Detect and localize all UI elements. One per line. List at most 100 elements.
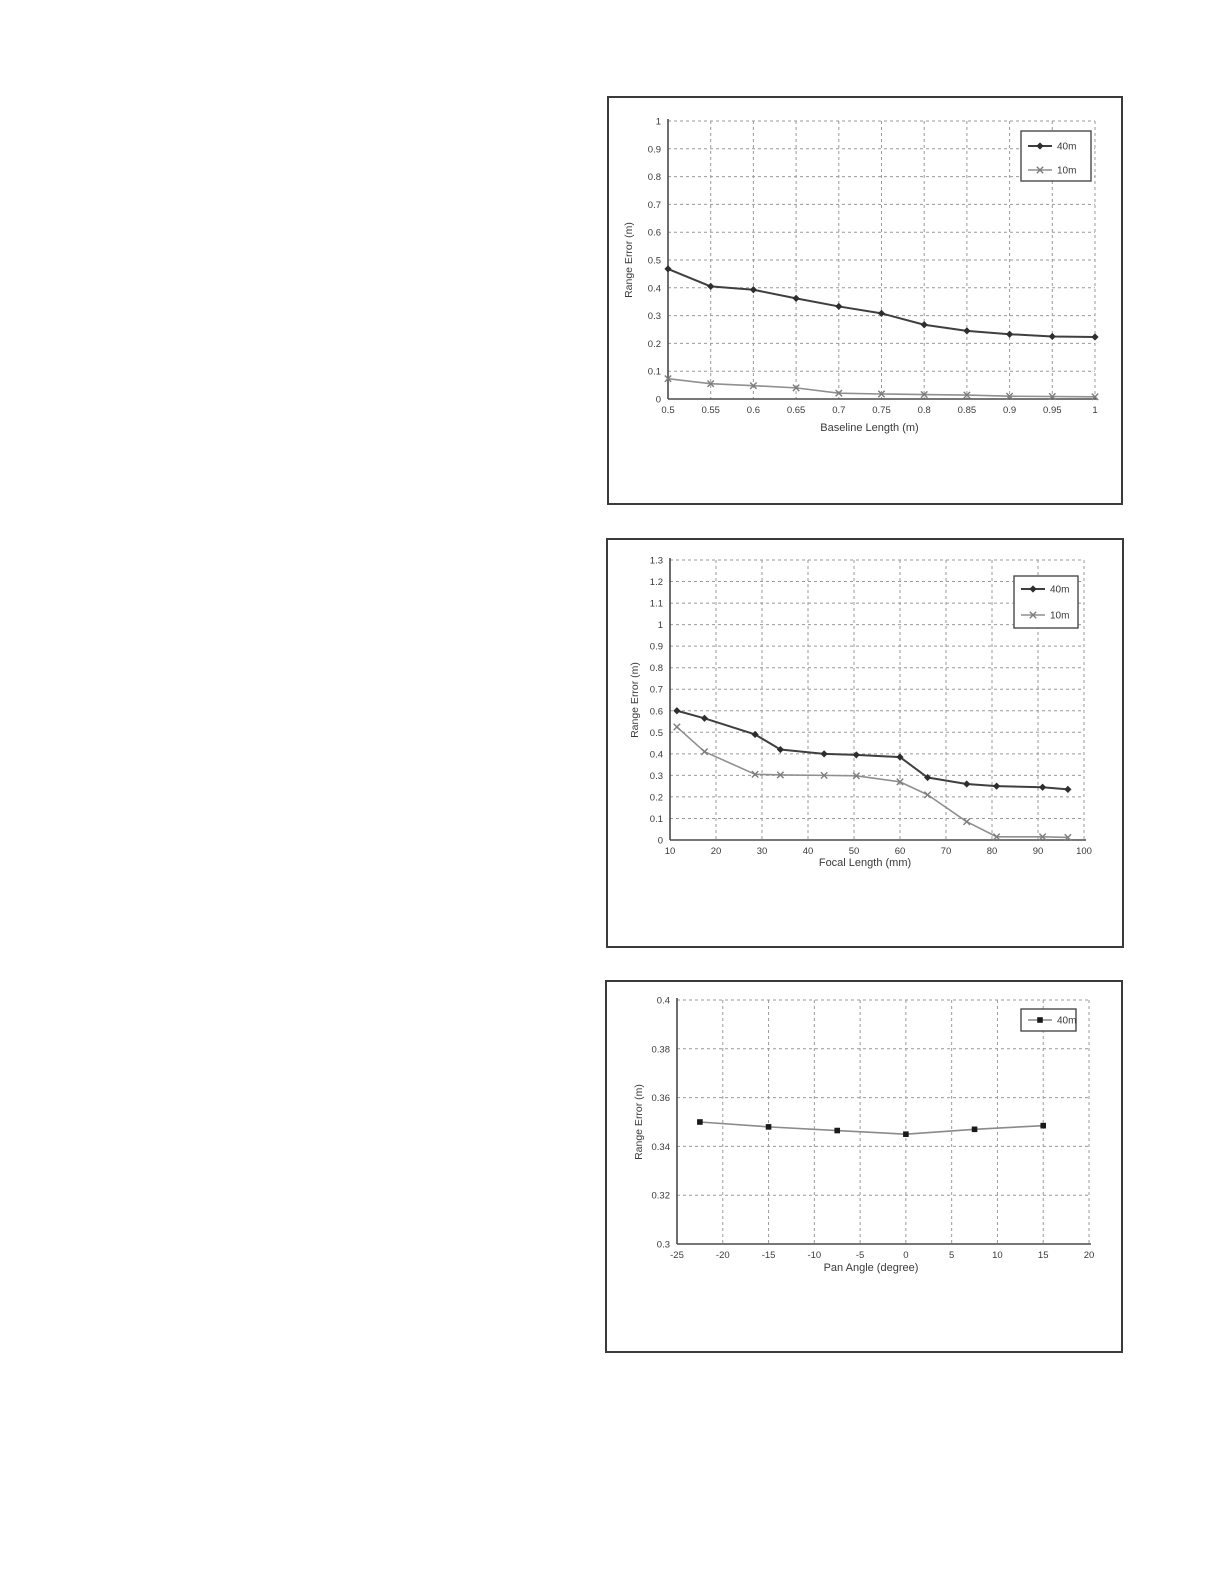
data-point-marker (924, 773, 932, 782)
data-point-marker (749, 286, 757, 294)
data-point-marker (792, 384, 800, 392)
data-point-marker (1037, 1017, 1043, 1023)
legend-box (1020, 130, 1092, 182)
data-point-marker (707, 380, 715, 388)
data-point-marker (700, 714, 709, 722)
x-axis-label: Pan Angle (degree) (824, 1262, 919, 1274)
data-point-marker (963, 391, 971, 399)
svg-text:1.1: 1.1 (650, 599, 663, 610)
data-point-marker (1036, 166, 1044, 174)
svg-text:20: 20 (1084, 1250, 1095, 1261)
svg-text:40: 40 (803, 846, 814, 857)
y-tick-labels: 0.3 0.32 0.34 0.36 0.38 0.4 (652, 996, 671, 1251)
axes (667, 119, 1097, 400)
svg-text:0.4: 0.4 (650, 749, 663, 760)
svg-text:0.4: 0.4 (657, 996, 670, 1007)
legend-label: 10m (1050, 611, 1069, 622)
focal-length-chart: 10 20 30 40 50 60 70 80 90 100 0 0.1 0.2 0.3 0.4 0.5 0.6… (629, 556, 1092, 870)
data-point-marker (1064, 785, 1072, 793)
svg-text:10: 10 (665, 846, 676, 857)
svg-text:0.55: 0.55 (701, 405, 720, 416)
data-point-marker (834, 1127, 841, 1134)
series-10m (664, 375, 1099, 401)
data-point-marker (820, 750, 828, 758)
data-point-marker (992, 833, 1001, 841)
data-point-marker (963, 327, 971, 335)
svg-text:80: 80 (987, 846, 998, 857)
legend: 40m 10m (1013, 575, 1079, 629)
baseline-length-chart: 0.5 0.55 0.6 0.65 0.7 0.75 0.8 0.85 0.9 0.95 1 0 0.1… (623, 117, 1099, 434)
series-40m (673, 707, 1072, 793)
data-point-marker (749, 381, 758, 390)
data-point-marker (765, 1124, 772, 1130)
data-point-marker (903, 1131, 909, 1137)
svg-text:1: 1 (656, 117, 661, 128)
svg-text:0.3: 0.3 (650, 771, 663, 782)
data-point-marker (751, 770, 759, 779)
svg-text:50: 50 (849, 846, 860, 857)
pan-angle-chart: -25 -20 -15 -10 -5 0 5 10 15 200.30.320.340.360.3… (633, 996, 1095, 1275)
svg-text:0.5: 0.5 (661, 405, 674, 416)
data-point-marker (1005, 392, 1014, 400)
svg-text:0.6: 0.6 (648, 228, 661, 239)
svg-text:1.2: 1.2 (650, 577, 663, 588)
series-10m (673, 723, 1072, 842)
data-point-marker (664, 375, 672, 383)
axes (669, 558, 1086, 841)
data-point-marker (920, 321, 928, 329)
svg-text:0.65: 0.65 (787, 405, 806, 416)
data-point-marker (1040, 1122, 1047, 1129)
svg-text:0.9: 0.9 (650, 642, 663, 653)
figure-pan-angle: -25 -20 -15 -10 -5 0 5 10 15 20 0.3 0.32 0.34 0.36 0.3… (605, 980, 1123, 1353)
data-point-marker (852, 772, 860, 780)
svg-text:0.7: 0.7 (832, 405, 845, 416)
y-axis-label: Range Error (m) (623, 222, 635, 298)
x-axis-label: Baseline Length (m) (820, 422, 918, 434)
svg-text:0.7: 0.7 (650, 685, 663, 696)
svg-text:0.7: 0.7 (648, 200, 661, 211)
data-point-marker (673, 723, 681, 731)
svg-text:1.3: 1.3 (650, 556, 663, 567)
data-point-marker (993, 782, 1001, 790)
svg-text:0.3: 0.3 (657, 1240, 670, 1251)
x-axis-label: Focal Length (mm) (819, 857, 911, 869)
data-point-marker (1048, 332, 1056, 341)
legend-label: 10m (1057, 166, 1076, 177)
legend: 40m (1020, 1008, 1077, 1032)
data-point-marker (1006, 330, 1014, 338)
svg-text:0.34: 0.34 (652, 1142, 671, 1153)
svg-text:0.1: 0.1 (648, 367, 661, 378)
svg-text:0.38: 0.38 (652, 1044, 671, 1055)
data-point-marker (1048, 392, 1056, 401)
svg-text:0.6: 0.6 (650, 706, 663, 717)
svg-text:10: 10 (992, 1250, 1003, 1261)
data-point-marker (697, 1119, 703, 1125)
y-axis-label: Range Error (m) (633, 1084, 645, 1160)
data-point-marker (920, 390, 928, 399)
legend-box (1013, 575, 1079, 629)
data-point-marker (707, 282, 715, 291)
data-point-marker (792, 294, 800, 302)
svg-text:0.9: 0.9 (1003, 405, 1016, 416)
svg-text:0.95: 0.95 (1043, 405, 1062, 416)
svg-text:15: 15 (1038, 1250, 1049, 1261)
svg-text:0.1: 0.1 (650, 814, 663, 825)
axes (676, 998, 1091, 1245)
data-point-marker (923, 791, 932, 799)
data-point-marker (963, 817, 971, 826)
svg-text:0: 0 (903, 1250, 908, 1261)
svg-text:0.2: 0.2 (648, 339, 661, 350)
legend-label: 40m (1057, 1016, 1076, 1027)
svg-text:-10: -10 (807, 1250, 821, 1261)
data-point-marker (1038, 833, 1047, 841)
svg-text:0.3: 0.3 (648, 311, 661, 322)
data-point-marker (1039, 783, 1047, 791)
svg-text:0.5: 0.5 (648, 256, 661, 267)
svg-text:1: 1 (1092, 405, 1097, 416)
legend-label: 40m (1057, 142, 1076, 153)
svg-text:-15: -15 (762, 1250, 776, 1261)
svg-text:0.9: 0.9 (648, 144, 661, 155)
data-point-marker (1091, 393, 1099, 401)
svg-text:60: 60 (895, 846, 906, 857)
